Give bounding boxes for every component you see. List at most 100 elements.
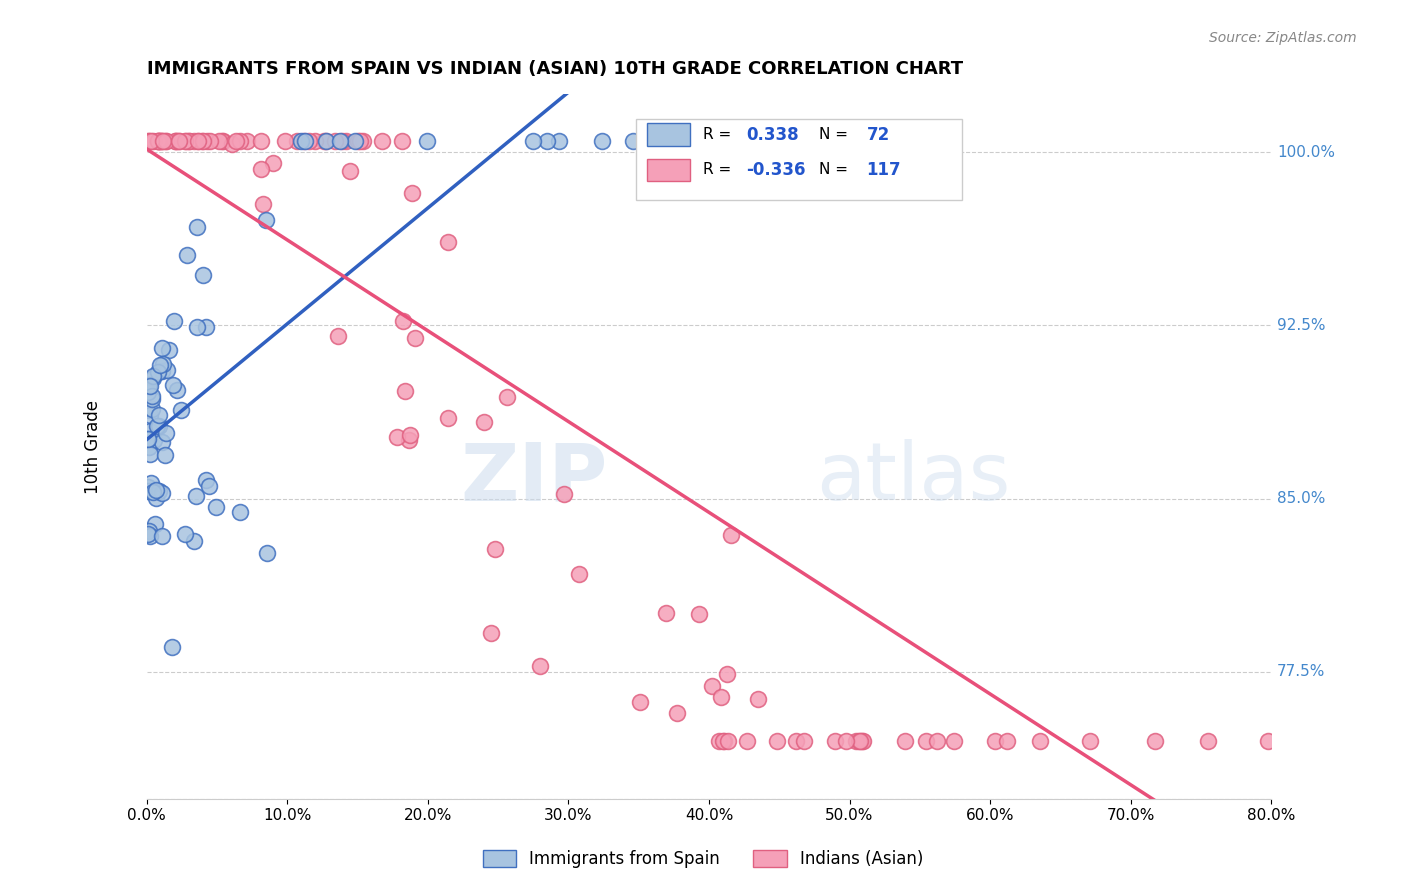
Text: 0.338: 0.338 <box>747 126 799 144</box>
Point <box>1029 734 1052 748</box>
Point <box>173 527 195 541</box>
Point <box>221 136 243 151</box>
Point <box>621 134 644 148</box>
Text: ZIP: ZIP <box>461 439 607 517</box>
Point <box>174 134 197 148</box>
Point <box>150 134 173 148</box>
Point <box>401 186 423 201</box>
Point <box>149 134 172 148</box>
Point <box>148 409 170 423</box>
Point <box>1357 734 1379 748</box>
Point <box>385 430 408 444</box>
Point <box>198 134 221 148</box>
Point <box>262 156 284 170</box>
Text: R =: R = <box>703 162 737 178</box>
Point <box>136 480 159 494</box>
Bar <box>647 159 690 181</box>
Point <box>315 134 337 148</box>
Point <box>437 235 460 249</box>
Point <box>194 319 217 334</box>
Text: 77.5%: 77.5% <box>1277 665 1326 679</box>
Point <box>330 134 353 148</box>
Point <box>294 134 316 148</box>
Point <box>174 134 197 148</box>
Point <box>472 416 495 430</box>
Point <box>893 734 915 748</box>
Point <box>437 411 460 425</box>
Text: R =: R = <box>703 127 737 142</box>
Point <box>553 487 575 501</box>
Point <box>925 734 948 748</box>
Point <box>591 134 613 148</box>
Point <box>138 527 160 541</box>
Point <box>156 363 179 377</box>
Point <box>717 734 740 748</box>
Point <box>495 390 517 404</box>
Point <box>256 546 278 560</box>
Point <box>177 134 200 148</box>
Point <box>150 486 173 500</box>
Point <box>391 134 413 148</box>
Point <box>198 479 221 493</box>
Point <box>167 134 190 148</box>
Point <box>915 734 938 748</box>
Point <box>1355 734 1378 748</box>
Point <box>187 134 209 148</box>
Point <box>136 432 159 446</box>
Point <box>146 134 169 148</box>
Point <box>529 659 551 673</box>
Point <box>136 432 159 446</box>
Point <box>236 134 259 148</box>
Point <box>484 541 506 556</box>
Point <box>143 434 166 448</box>
Point <box>146 134 169 148</box>
Text: -0.336: -0.336 <box>747 161 806 178</box>
Point <box>250 134 273 148</box>
Point <box>711 734 734 748</box>
Point <box>138 441 160 455</box>
Point <box>195 134 218 148</box>
Point <box>655 607 678 621</box>
Point <box>370 134 392 148</box>
Point <box>136 134 159 148</box>
Point <box>716 666 738 681</box>
Point <box>150 528 173 542</box>
Point <box>155 425 177 440</box>
Point <box>150 341 173 355</box>
Point <box>735 734 758 748</box>
Point <box>193 268 215 282</box>
Point <box>522 134 544 148</box>
Point <box>148 419 170 434</box>
Point <box>628 695 651 709</box>
Point <box>153 448 176 462</box>
Point <box>536 134 558 148</box>
Point <box>163 314 186 328</box>
Point <box>194 473 217 487</box>
Point <box>399 428 422 442</box>
Point <box>713 734 735 748</box>
Point <box>702 679 724 693</box>
Point <box>852 734 875 748</box>
Point <box>415 134 437 148</box>
Point <box>139 134 162 148</box>
Point <box>943 734 966 748</box>
Point <box>204 500 226 515</box>
Point <box>150 434 173 449</box>
Point <box>208 134 231 148</box>
Point <box>229 134 252 148</box>
Text: 10th Grade: 10th Grade <box>83 400 101 493</box>
Point <box>187 134 209 148</box>
Point <box>710 690 733 704</box>
Point <box>183 534 205 549</box>
Point <box>155 134 177 148</box>
Point <box>157 343 180 358</box>
Point <box>146 365 169 379</box>
Point <box>229 505 252 519</box>
Point <box>138 524 160 538</box>
Point <box>329 134 352 148</box>
Point <box>835 734 858 748</box>
Point <box>183 134 205 148</box>
Legend: Immigrants from Spain, Indians (Asian): Immigrants from Spain, Indians (Asian) <box>477 843 929 875</box>
Point <box>285 134 308 148</box>
Point <box>190 134 212 148</box>
